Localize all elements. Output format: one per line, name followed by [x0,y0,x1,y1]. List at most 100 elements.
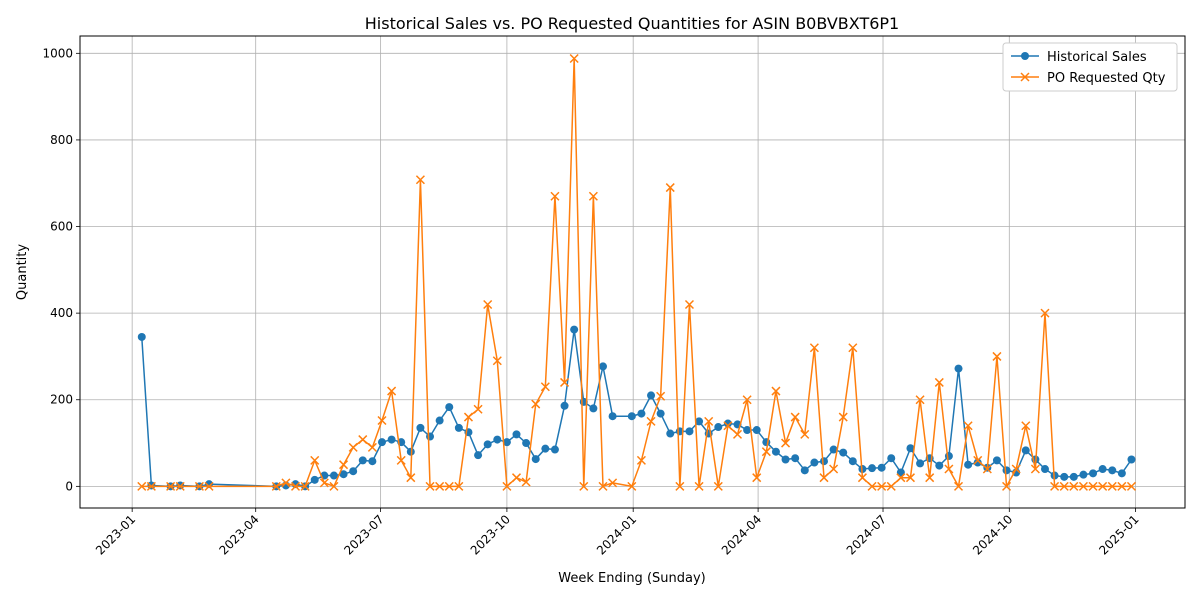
data-point [1126,481,1137,491]
data-point [790,412,800,422]
data-point [271,481,281,491]
data-point [358,435,368,445]
data-point [348,442,358,452]
data-point [1079,470,1088,479]
data-point [1069,481,1079,491]
data-point [877,463,886,472]
data-point [810,458,819,467]
data-point [146,481,156,491]
data-point [531,399,541,409]
data-point [1021,421,1031,431]
data-point [531,455,540,464]
data-point [829,464,839,474]
data-point [396,455,406,465]
data-point [781,455,790,464]
data-point [522,439,531,448]
chart-title: Historical Sales vs. PO Requested Quanti… [365,14,899,33]
data-point [387,435,396,444]
data-point [838,412,848,422]
axes-frame [79,35,1186,509]
data-point [704,416,714,426]
data-point [377,415,387,426]
data-point [454,423,463,432]
x-tick-label: 2023-07 [341,512,386,557]
data-point [415,175,425,185]
data-point [329,471,338,480]
data-point [954,364,963,373]
data-point [541,444,550,453]
legend-marker-historical-sales [1021,52,1029,60]
data-point [992,456,1001,465]
y-tick-label: 1000 [42,46,73,60]
data-point [310,455,320,465]
x-tick-label: 2024-10 [970,512,1015,557]
data-point [848,457,857,466]
x-tick-label: 2023-01 [93,512,138,557]
data-point [319,478,329,488]
x-axis-label: Week Ending (Sunday) [558,571,705,586]
data-point [137,481,147,491]
data-point [953,481,964,491]
data-point [868,464,877,473]
data-point [550,191,560,201]
data-point [387,386,397,396]
data-point [627,412,636,421]
data-point [752,426,761,435]
data-point [685,427,694,436]
data-point [675,481,685,491]
data-point [627,481,637,491]
data-point [377,438,386,447]
data-point [819,457,828,466]
data-point [1002,481,1012,491]
data-point [1050,481,1060,491]
data-point [454,481,464,491]
data-point [416,423,425,432]
data-point [358,456,367,465]
data-point [723,419,732,428]
data-point [1127,455,1136,464]
data-point [1117,481,1127,491]
chart-legend: Historical Sales PO Requested Qty [1002,42,1178,92]
data-point [608,412,617,421]
data-point [1107,481,1117,491]
data-point [137,332,146,341]
data-point [973,458,982,467]
data-point [742,395,752,405]
data-point [368,457,377,466]
legend-label-historical-sales: Historical Sales [1047,50,1147,65]
series-line [141,57,1132,488]
data-point [474,451,483,460]
data-point [646,416,656,426]
data-point [502,438,511,447]
data-point [771,386,781,396]
y-tick-label: 800 [50,133,73,147]
legend-label-po-requested: PO Requested Qty [1047,71,1166,86]
data-point [406,447,415,456]
data-point [905,473,915,483]
data-point [579,481,589,491]
data-point [550,445,559,454]
data-point [1021,446,1030,455]
data-point [463,412,473,422]
data-point [944,464,954,474]
data-point [695,417,704,426]
data-point [444,481,454,491]
data-point [752,473,762,483]
x-tick-label: 2024-04 [719,512,764,557]
y-tick-label: 200 [50,393,73,407]
data-point [569,53,579,64]
data-point [540,382,550,392]
x-tick-label: 2023-10 [468,512,513,557]
data-point [867,481,877,491]
data-point [1117,469,1126,478]
series-po-requested-qty [137,53,1137,491]
data-point [829,445,838,454]
data-point [492,356,502,366]
data-point [761,447,771,457]
y-tick-label: 600 [50,220,73,234]
data-point [637,409,646,418]
data-point [973,455,983,465]
data-point [656,409,665,418]
data-point [1089,469,1098,478]
